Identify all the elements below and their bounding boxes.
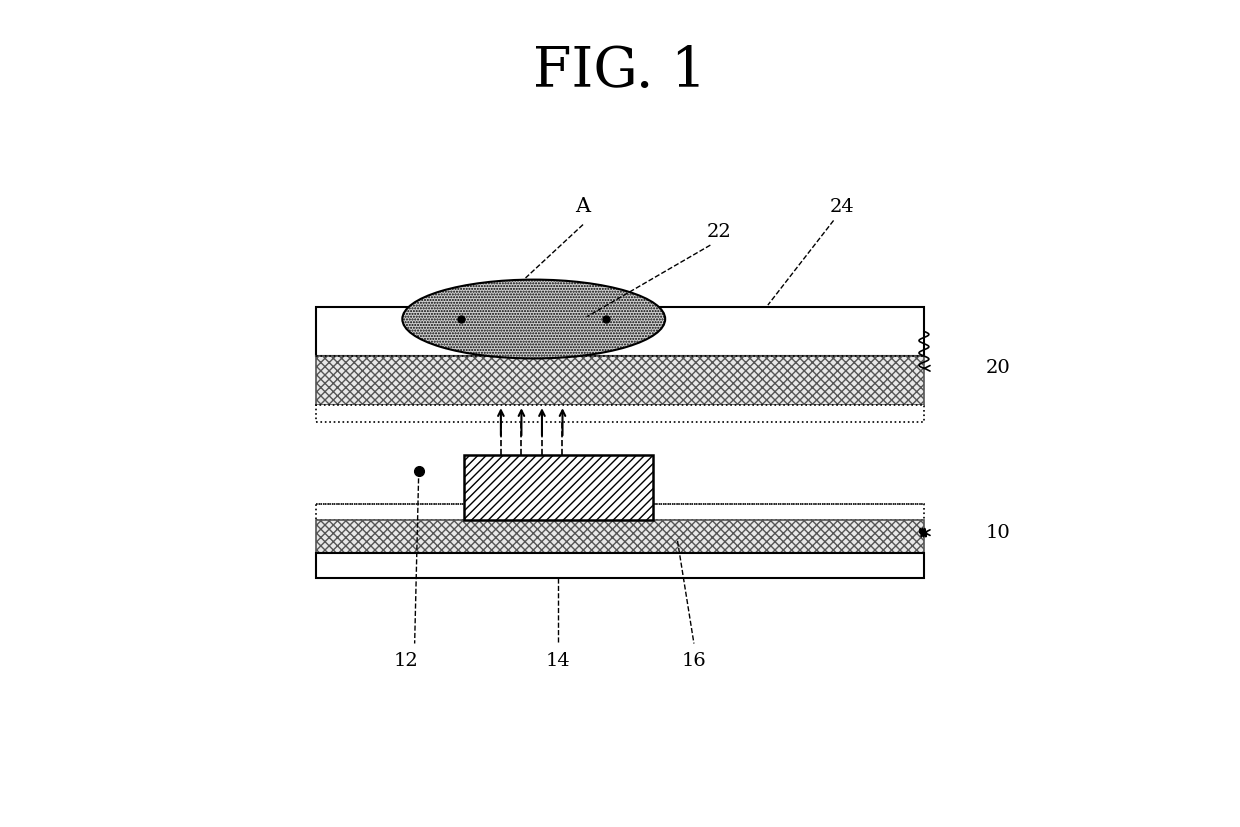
- Bar: [316, 504, 924, 520]
- Text: 16: 16: [682, 652, 707, 670]
- Text: 14: 14: [546, 652, 570, 670]
- Ellipse shape: [402, 280, 665, 358]
- Text: A: A: [575, 198, 590, 217]
- Text: 10: 10: [986, 523, 1011, 542]
- Bar: [316, 356, 924, 405]
- Text: 22: 22: [707, 223, 730, 241]
- Text: 24: 24: [830, 198, 854, 217]
- Bar: [316, 520, 924, 553]
- Bar: [316, 307, 924, 356]
- Bar: [464, 455, 652, 520]
- Bar: [316, 553, 924, 578]
- Bar: [316, 405, 924, 422]
- Text: 12: 12: [394, 652, 419, 670]
- Text: FIG. 1: FIG. 1: [533, 44, 707, 98]
- Text: 20: 20: [986, 359, 1011, 377]
